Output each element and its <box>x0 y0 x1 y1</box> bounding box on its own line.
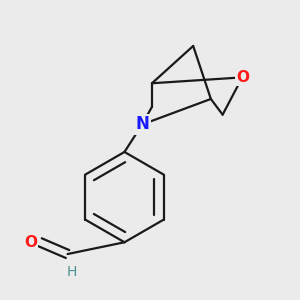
Text: O: O <box>24 235 37 250</box>
Text: H: H <box>66 265 77 279</box>
Text: O: O <box>236 70 249 85</box>
Text: N: N <box>135 116 149 134</box>
